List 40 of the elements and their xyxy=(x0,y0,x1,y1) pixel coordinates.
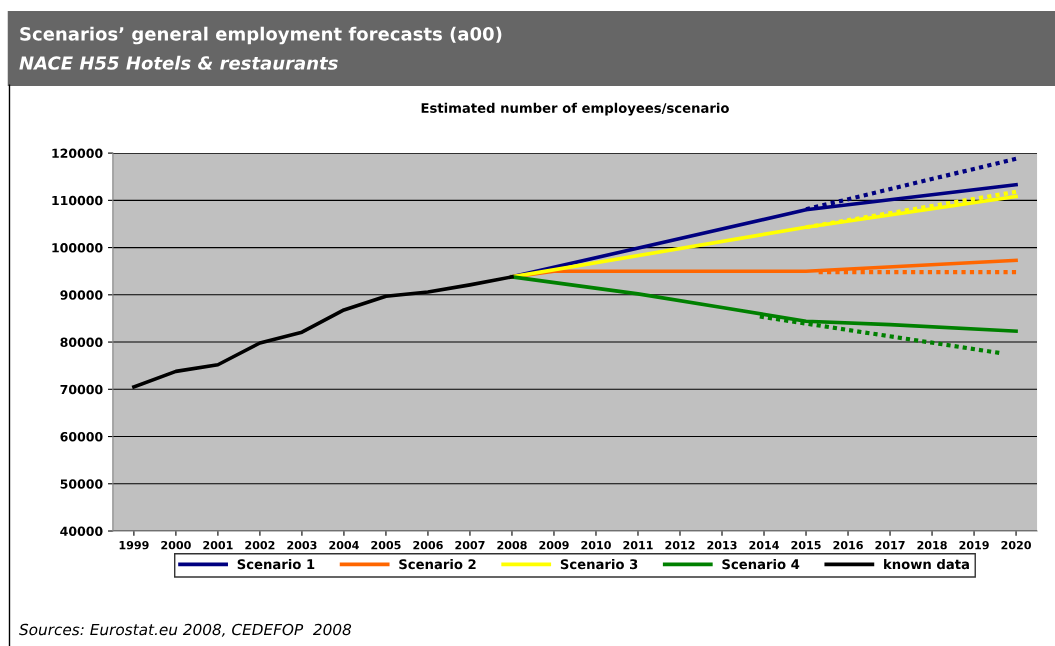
chart-title: Scenarios’ general employment forecasts (a00) xyxy=(20,26,502,45)
y-tick-label: 90000 xyxy=(60,290,103,300)
x-tick-label: 2003 xyxy=(287,540,317,550)
x-tick-label: 2017 xyxy=(875,540,905,550)
legend-label: Scenario 1 xyxy=(237,558,315,570)
x-tick-label: 2012 xyxy=(665,540,695,550)
y-tick-label: 110000 xyxy=(52,195,103,206)
x-tick-label: 2007 xyxy=(455,540,485,550)
x-tick-label: 2014 xyxy=(749,540,779,550)
x-tick-label: 2011 xyxy=(623,540,653,550)
y-tick-label: 40000 xyxy=(60,526,103,536)
x-tick-label: 2010 xyxy=(581,540,611,550)
legend-label: Scenario 2 xyxy=(399,558,476,570)
x-tick-label: 2009 xyxy=(539,540,569,550)
y-tick-label: 80000 xyxy=(60,337,103,347)
x-tick-label: 2016 xyxy=(833,540,863,550)
y-tick-label: 70000 xyxy=(60,384,103,395)
chart-subtitle: NACE H55 Hotels & restaurants xyxy=(19,55,338,70)
x-tick-label: 2013 xyxy=(707,540,737,550)
x-tick-label: 2001 xyxy=(203,540,233,550)
y-tick-label: 50000 xyxy=(60,479,103,489)
x-tick-label: 2015 xyxy=(791,540,821,550)
x-tick-label: 1999 xyxy=(119,540,149,550)
x-tick-label: 2020 xyxy=(1001,540,1031,550)
y-tick-label: 100000 xyxy=(52,243,103,253)
y-tick-label: 60000 xyxy=(60,432,103,442)
source-note: Sources: Eurostat.eu 2008, CEDEFOP 2008 xyxy=(19,623,352,637)
x-tick-label: 2019 xyxy=(959,540,989,550)
legend-label: Scenario 4 xyxy=(722,558,800,570)
legend-label: Scenario 3 xyxy=(560,558,638,570)
text: Estimated number of employees/scenario xyxy=(421,102,729,116)
x-tick-label: 2008 xyxy=(497,540,527,550)
x-tick-label: 2000 xyxy=(161,540,191,550)
y-tick-label: 120000 xyxy=(52,148,103,159)
x-tick-label: 2004 xyxy=(329,540,359,550)
legend-label: known data xyxy=(884,558,969,570)
x-tick-label: 2006 xyxy=(413,540,443,550)
x-tick-label: 2018 xyxy=(917,540,947,550)
x-tick-label: 2002 xyxy=(245,540,275,550)
x-tick-label: 2005 xyxy=(371,540,401,550)
